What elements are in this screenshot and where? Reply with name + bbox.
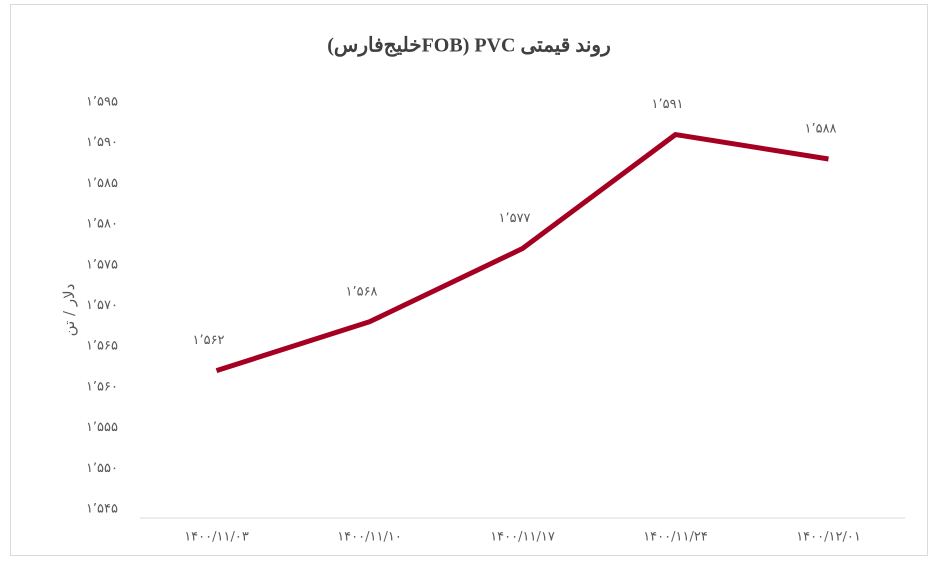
y-tick-label: ۱٬۵۶۰ — [86, 379, 118, 394]
data-label: ۱٬۵۹۱ — [651, 97, 683, 112]
x-tick-label: ۱۴۰۰/۱۲/۰۱ — [796, 530, 861, 545]
chart-title: روند قیمتی PVC (FOBخلیج‌فارس) — [327, 35, 610, 58]
y-tick-label: ۱٬۵۹۰ — [86, 135, 118, 150]
y-tick-label: ۱٬۵۸۵ — [86, 176, 118, 191]
y-tick-label: ۱٬۵۵۰ — [86, 461, 118, 476]
x-tick-label: ۱۴۰۰/۱۱/۱۷ — [490, 530, 555, 545]
y-axis-label: دلار / تن — [60, 284, 78, 337]
line — [215, 132, 829, 374]
y-tick-label: ۱٬۵۷۰ — [86, 298, 118, 313]
data-label: ۱٬۵۶۲ — [192, 333, 224, 348]
x-tick-label: ۱۴۰۰/۱۱/۱۰ — [337, 530, 402, 545]
data-label: ۱٬۵۷۷ — [498, 211, 530, 226]
x-tick-label: ۱۴۰۰/۱۱/۲۴ — [643, 530, 708, 545]
y-tick-label: ۱٬۵۶۵ — [86, 339, 118, 354]
x-tick-label: ۱۴۰۰/۱۱/۰۳ — [184, 530, 249, 545]
y-tick-label: ۱٬۵۸۰ — [86, 217, 118, 232]
y-tick-label: ۱٬۵۹۵ — [86, 95, 118, 110]
chart-frame — [10, 4, 928, 556]
y-tick-label: ۱٬۵۴۵ — [86, 502, 118, 517]
data-label: ۱٬۵۶۸ — [345, 284, 377, 299]
y-tick-label: ۱٬۵۷۵ — [86, 257, 118, 272]
y-tick-label: ۱٬۵۵۵ — [86, 420, 118, 435]
data-label: ۱٬۵۸۸ — [804, 121, 836, 136]
